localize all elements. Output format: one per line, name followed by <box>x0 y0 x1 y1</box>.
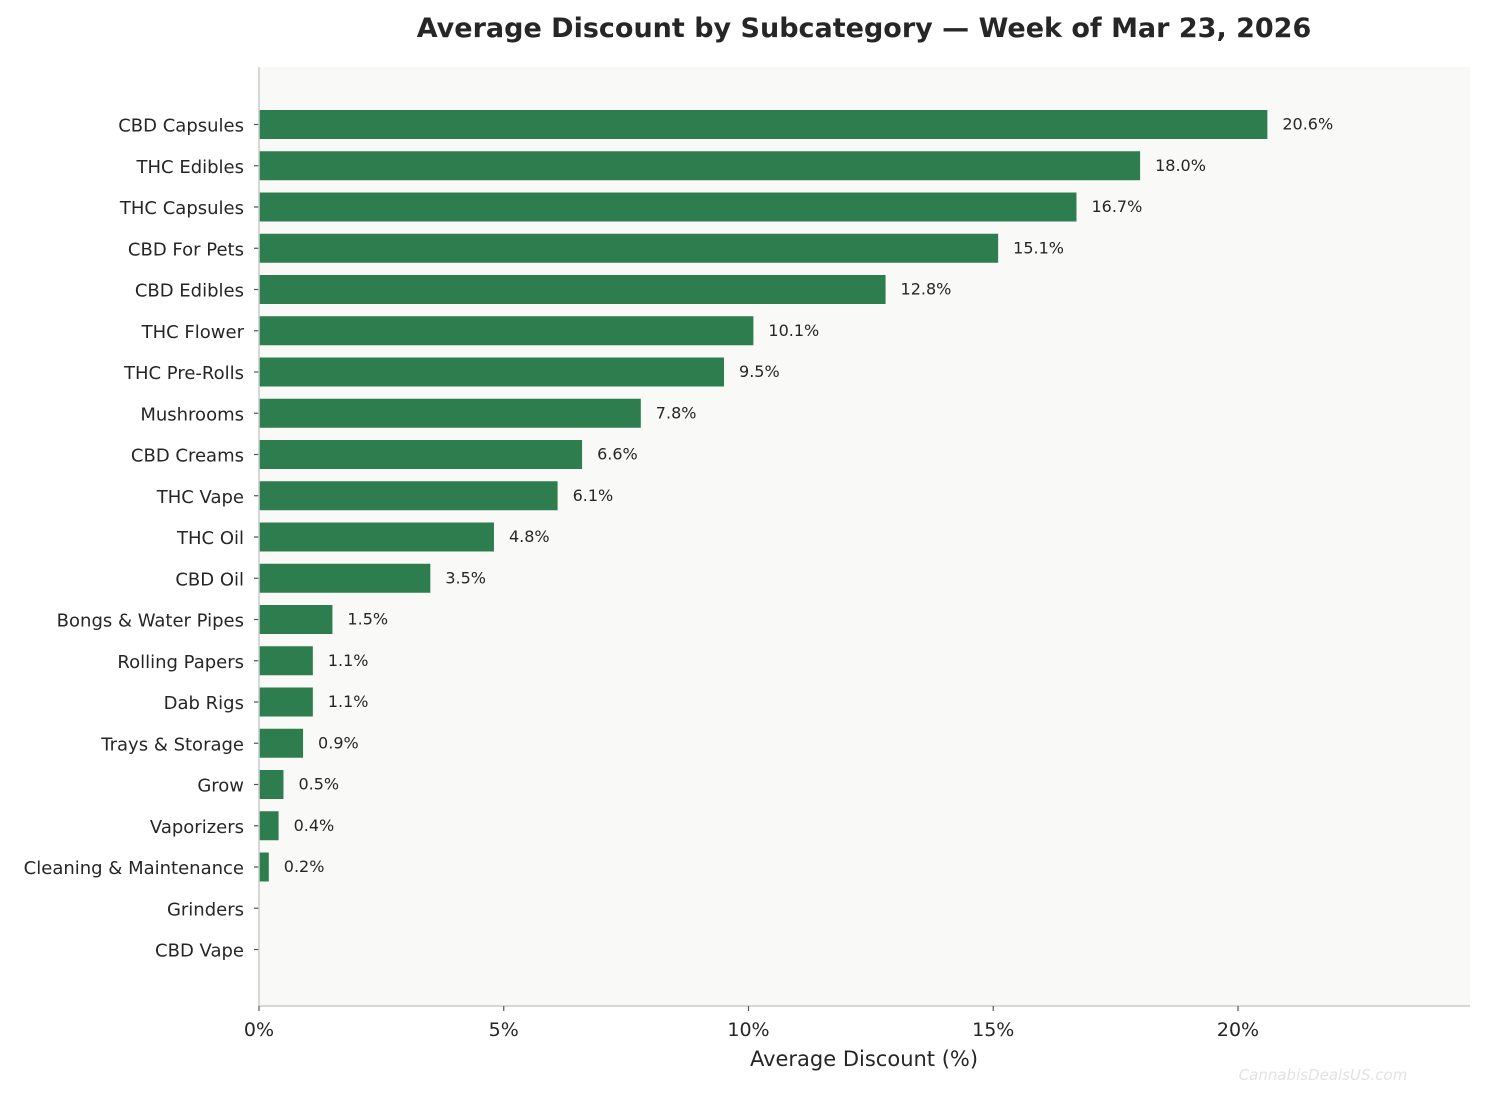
value-label: 15.1% <box>1013 238 1064 257</box>
category-label: CBD Vape <box>155 941 244 962</box>
value-label: 12.8% <box>901 280 952 299</box>
bar <box>259 151 1141 181</box>
category-label: CBD Edibles <box>135 281 244 302</box>
bar <box>259 563 431 593</box>
value-label: 1.1% <box>328 692 369 711</box>
bar <box>259 770 284 799</box>
category-label: Grinders <box>167 899 244 920</box>
value-label: 7.8% <box>656 403 697 422</box>
bar <box>259 728 304 758</box>
category-label: THC Edibles <box>136 157 245 178</box>
category-label: THC Flower <box>141 322 245 343</box>
bar <box>259 275 886 304</box>
chart-title: Average Discount by Subcategory — Week o… <box>417 13 1312 44</box>
value-label: 0.9% <box>318 733 359 752</box>
value-label: 6.6% <box>597 445 638 464</box>
x-tick-label: 0% <box>244 1019 274 1041</box>
category-label: Bongs & Water Pipes <box>57 611 244 632</box>
x-tick-label: 5% <box>489 1019 519 1041</box>
value-label: 10.1% <box>768 321 819 340</box>
value-label: 0.5% <box>298 775 339 794</box>
x-tick-label: 10% <box>727 1019 769 1041</box>
category-label: CBD Oil <box>175 569 244 590</box>
bar <box>259 398 641 428</box>
value-label: 1.5% <box>347 610 388 629</box>
x-tick-label: 20% <box>1217 1019 1259 1041</box>
bar <box>259 687 313 717</box>
value-label: 3.5% <box>445 568 486 587</box>
x-axis-title: Average Discount (%) <box>750 1047 978 1071</box>
value-label: 0.2% <box>284 857 325 876</box>
category-label: THC Capsules <box>119 198 244 219</box>
category-label: CBD Capsules <box>118 116 244 137</box>
value-label: 6.1% <box>573 486 614 505</box>
value-label: 16.7% <box>1091 197 1142 216</box>
bar <box>259 481 558 511</box>
category-label: Dab Rigs <box>164 693 244 714</box>
category-label: Cleaning & Maintenance <box>24 858 244 879</box>
category-label: Trays & Storage <box>100 734 244 755</box>
bar <box>259 316 754 346</box>
category-label: Vaporizers <box>150 817 244 838</box>
category-label: CBD For Pets <box>128 239 244 260</box>
value-label: 1.1% <box>328 651 369 670</box>
bar <box>259 192 1077 222</box>
category-label: Rolling Papers <box>117 652 244 673</box>
bar <box>259 605 333 634</box>
bar <box>259 233 999 263</box>
bar <box>259 852 269 882</box>
value-label: 18.0% <box>1155 156 1206 175</box>
watermark: CannabisDealsUS.com <box>1239 1066 1408 1084</box>
x-tick-label: 15% <box>972 1019 1014 1041</box>
category-label: Mushrooms <box>140 404 244 425</box>
bar <box>259 646 313 676</box>
bar <box>259 440 583 469</box>
bar <box>259 110 1268 139</box>
category-labels: CBD Capsules THC Edibles THC Capsules CBD F… <box>24 116 259 962</box>
category-label: THC Pre-Rolls <box>123 363 244 384</box>
value-label: 9.5% <box>739 362 780 381</box>
category-label: CBD Creams <box>131 446 244 467</box>
value-label: 20.6% <box>1282 115 1333 134</box>
bars-group <box>259 110 1268 882</box>
category-label: THC Oil <box>176 528 244 549</box>
category-label: THC Vape <box>156 487 244 508</box>
category-label: Grow <box>197 776 244 797</box>
value-labels: 20.6% 18.0% 16.7% 15.1% 12.8% 10.1% 9.5% 7.8% 6.… <box>284 115 1333 877</box>
value-label: 0.4% <box>294 816 335 835</box>
bar <box>259 357 725 387</box>
bar <box>259 522 494 552</box>
x-axis-ticks: 0% 5% 10% 15% 20% <box>244 1006 1259 1041</box>
bar <box>259 811 279 841</box>
value-label: 4.8% <box>509 527 550 546</box>
